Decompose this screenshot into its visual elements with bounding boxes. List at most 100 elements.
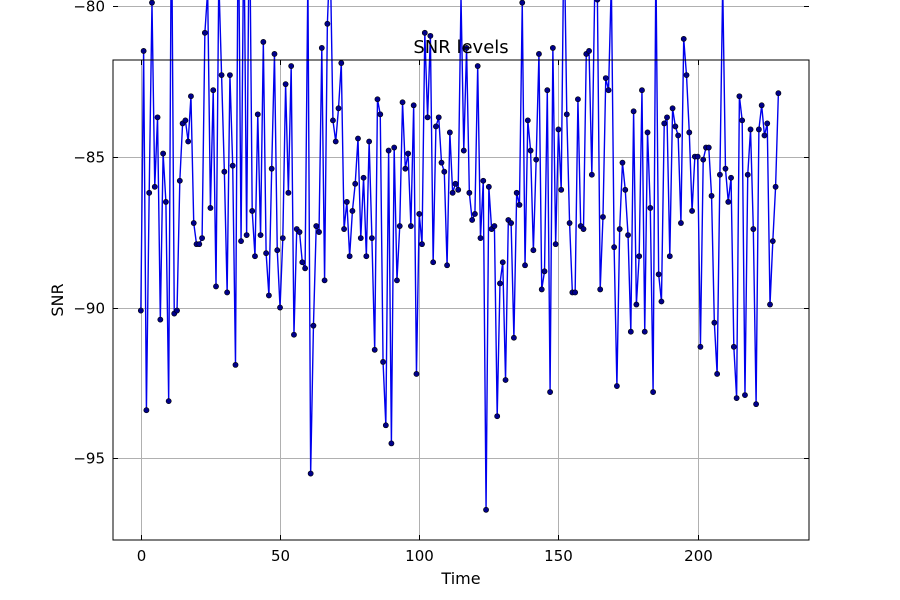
data-point (238, 238, 244, 245)
data-point (343, 198, 350, 205)
data-point (527, 147, 534, 154)
series-points-layer (137, 0, 782, 513)
data-point (700, 156, 707, 163)
data-point (675, 132, 682, 139)
data-point (633, 301, 640, 308)
y-axis-label: SNR (48, 283, 67, 316)
y-tick-label: −85 (73, 149, 105, 167)
data-point (619, 159, 626, 166)
data-point (494, 413, 501, 420)
data-point (541, 268, 548, 275)
data-point (588, 171, 595, 178)
data-point (374, 96, 381, 103)
data-point (357, 235, 364, 242)
data-point (160, 150, 167, 157)
data-point (469, 217, 476, 223)
data-point (213, 283, 219, 290)
data-point (369, 235, 375, 242)
data-point (650, 389, 656, 395)
data-point (711, 319, 718, 326)
data-point (176, 177, 183, 184)
data-point (274, 247, 281, 254)
chart-title: SNR levels (413, 37, 508, 58)
data-point (360, 174, 367, 181)
data-point (162, 198, 169, 205)
data-point (146, 189, 153, 196)
x-tick-label: 0 (137, 547, 147, 565)
data-point (463, 45, 470, 51)
x-axis-label: Time (440, 569, 480, 588)
data-point (263, 250, 270, 257)
data-point (399, 99, 406, 106)
data-point (758, 102, 765, 109)
data-point (697, 343, 704, 350)
data-point (767, 301, 773, 308)
data-point (385, 147, 392, 154)
data-point (249, 208, 256, 214)
data-point (694, 153, 701, 160)
series-line (140, 0, 780, 510)
data-point (254, 111, 261, 118)
data-point (533, 156, 540, 163)
data-point (772, 183, 779, 190)
data-point (460, 147, 467, 154)
data-point (611, 244, 618, 251)
data-point (224, 289, 231, 296)
data-point (555, 126, 562, 133)
data-point (307, 470, 314, 477)
data-point (185, 138, 192, 145)
data-point (227, 72, 233, 78)
data-point (558, 186, 565, 193)
data-point (380, 358, 386, 365)
data-point (210, 87, 217, 94)
data-point (644, 129, 651, 136)
data-point (201, 29, 208, 36)
data-point (708, 192, 715, 199)
data-point (730, 343, 737, 350)
data-point (750, 226, 757, 232)
data-point (257, 232, 264, 238)
data-point (291, 331, 297, 338)
data-point (666, 253, 673, 260)
data-point (658, 298, 665, 305)
data-point (296, 229, 303, 235)
data-point (394, 277, 400, 284)
data-point (288, 63, 295, 69)
data-point (761, 132, 768, 139)
data-point (449, 189, 456, 196)
data-point (669, 105, 676, 112)
data-point (680, 35, 687, 42)
data-point (405, 150, 411, 157)
data-point (536, 51, 542, 57)
data-point (572, 289, 579, 296)
data-point (547, 389, 553, 395)
data-point (438, 159, 445, 166)
data-point (530, 247, 537, 254)
data-point (552, 241, 559, 248)
data-point (182, 117, 189, 124)
data-point (332, 138, 339, 145)
data-point (466, 189, 473, 196)
data-point (349, 208, 356, 214)
data-point (424, 114, 431, 121)
data-point (346, 253, 353, 260)
data-point (636, 253, 643, 260)
data-point (388, 440, 395, 447)
data-point (736, 93, 743, 100)
data-point (717, 171, 723, 178)
data-point (335, 105, 342, 112)
x-tick-label: 100 (405, 547, 434, 565)
data-point (627, 328, 634, 335)
data-point (190, 220, 197, 226)
data-point (764, 120, 771, 127)
data-point (580, 226, 587, 232)
data-point (188, 93, 194, 100)
data-point (318, 45, 325, 51)
data-point (630, 108, 637, 115)
data-point (502, 377, 509, 383)
data-point (232, 362, 239, 368)
data-point (382, 422, 389, 429)
data-point (221, 168, 228, 175)
data-point (614, 383, 620, 389)
data-point (260, 38, 267, 45)
